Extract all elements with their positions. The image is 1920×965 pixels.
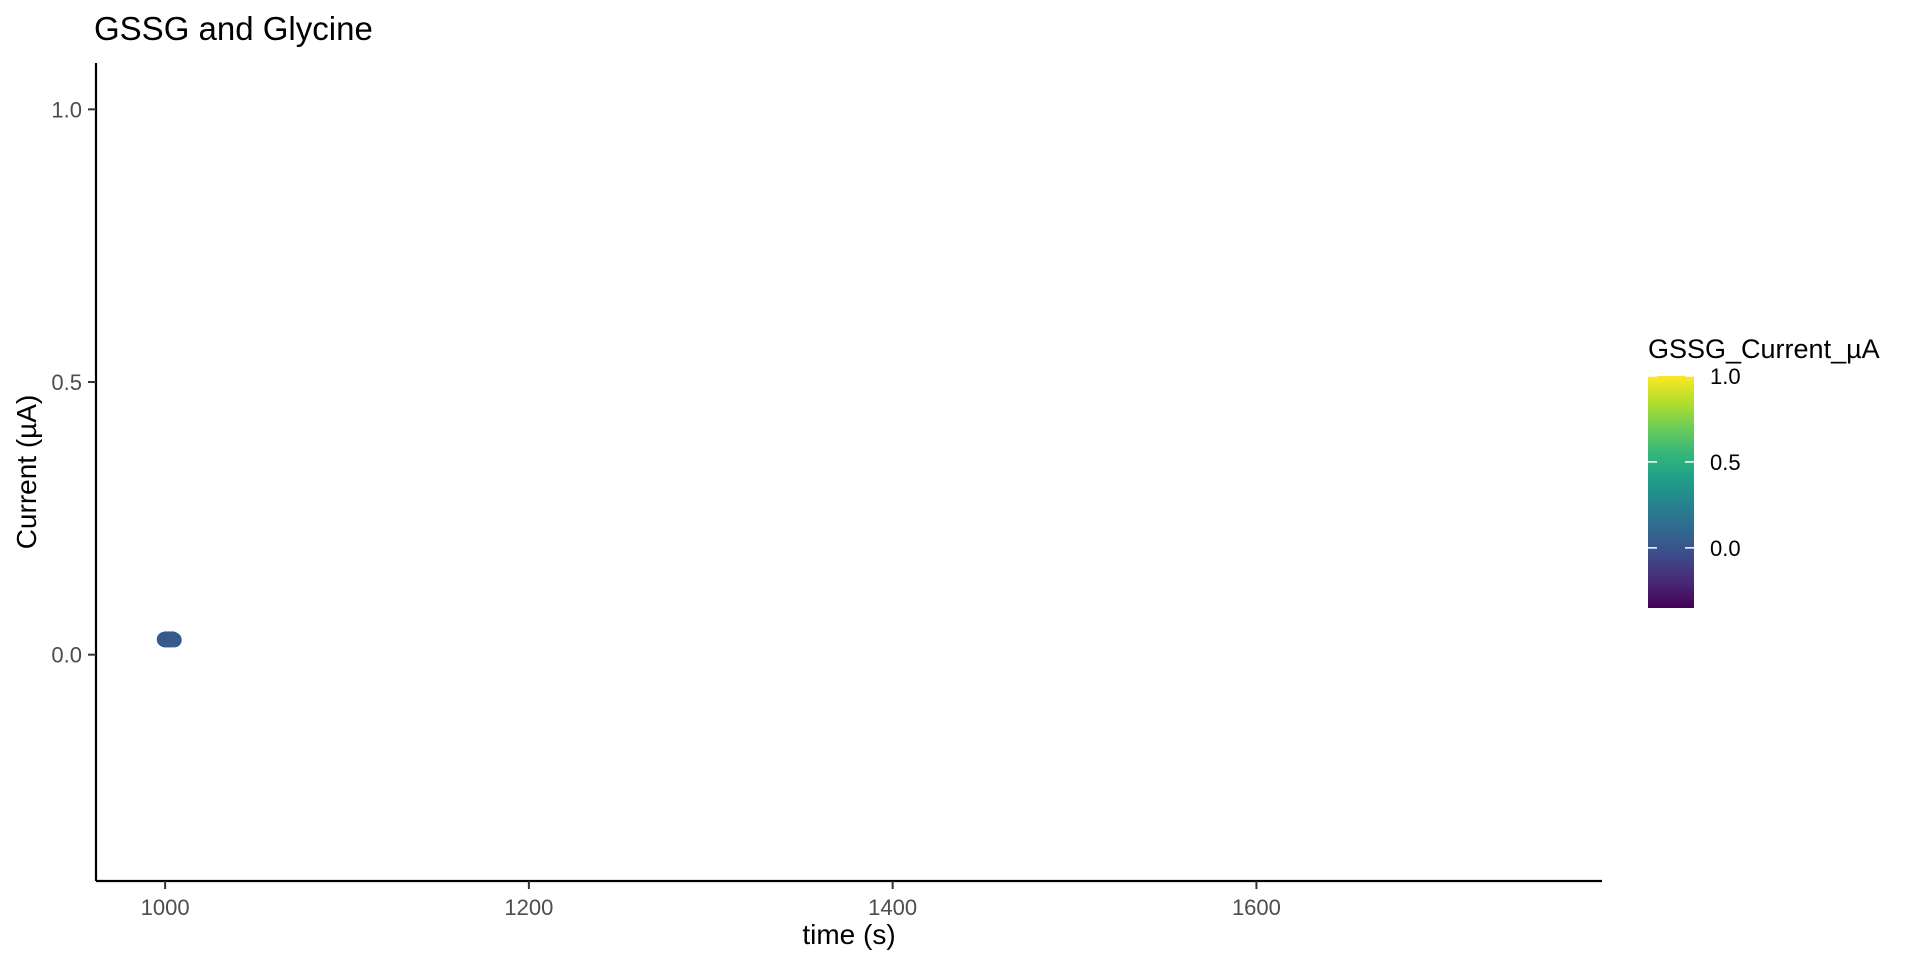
y-tick-label: 0.0 — [51, 643, 82, 668]
y-ticks: 0.0 0.5 1.0 — [51, 97, 96, 667]
plot-area: 1000 1200 1400 1600 0.0 0.5 1.0 — [51, 63, 1602, 920]
x-tick-label: 1200 — [504, 895, 553, 920]
x-tick-label: 1600 — [1232, 895, 1281, 920]
x-tick-label: 1000 — [141, 895, 190, 920]
colorbar-tick-label: 0.5 — [1710, 450, 1741, 475]
legend-title: GSSG_Current_µA — [1648, 334, 1880, 364]
y-tick-label: 0.5 — [51, 370, 82, 395]
x-tick-label: 1400 — [868, 895, 917, 920]
y-axis-title: Current (µA) — [11, 395, 42, 550]
x-axis-title: time (s) — [802, 919, 895, 950]
chart-title: GSSG and Glycine — [94, 10, 373, 47]
data-point — [167, 632, 182, 647]
y-tick-label: 1.0 — [51, 97, 82, 122]
colorbar-legend: GSSG_Current_µA 0.0 0.5 1.0 — [1648, 334, 1880, 608]
colorbar-tick-label: 0.0 — [1710, 536, 1741, 561]
colorbar — [1648, 376, 1694, 608]
x-ticks: 1000 1200 1400 1600 — [141, 881, 1281, 920]
points-layer — [157, 631, 182, 647]
colorbar-tick-label: 1.0 — [1710, 364, 1741, 389]
